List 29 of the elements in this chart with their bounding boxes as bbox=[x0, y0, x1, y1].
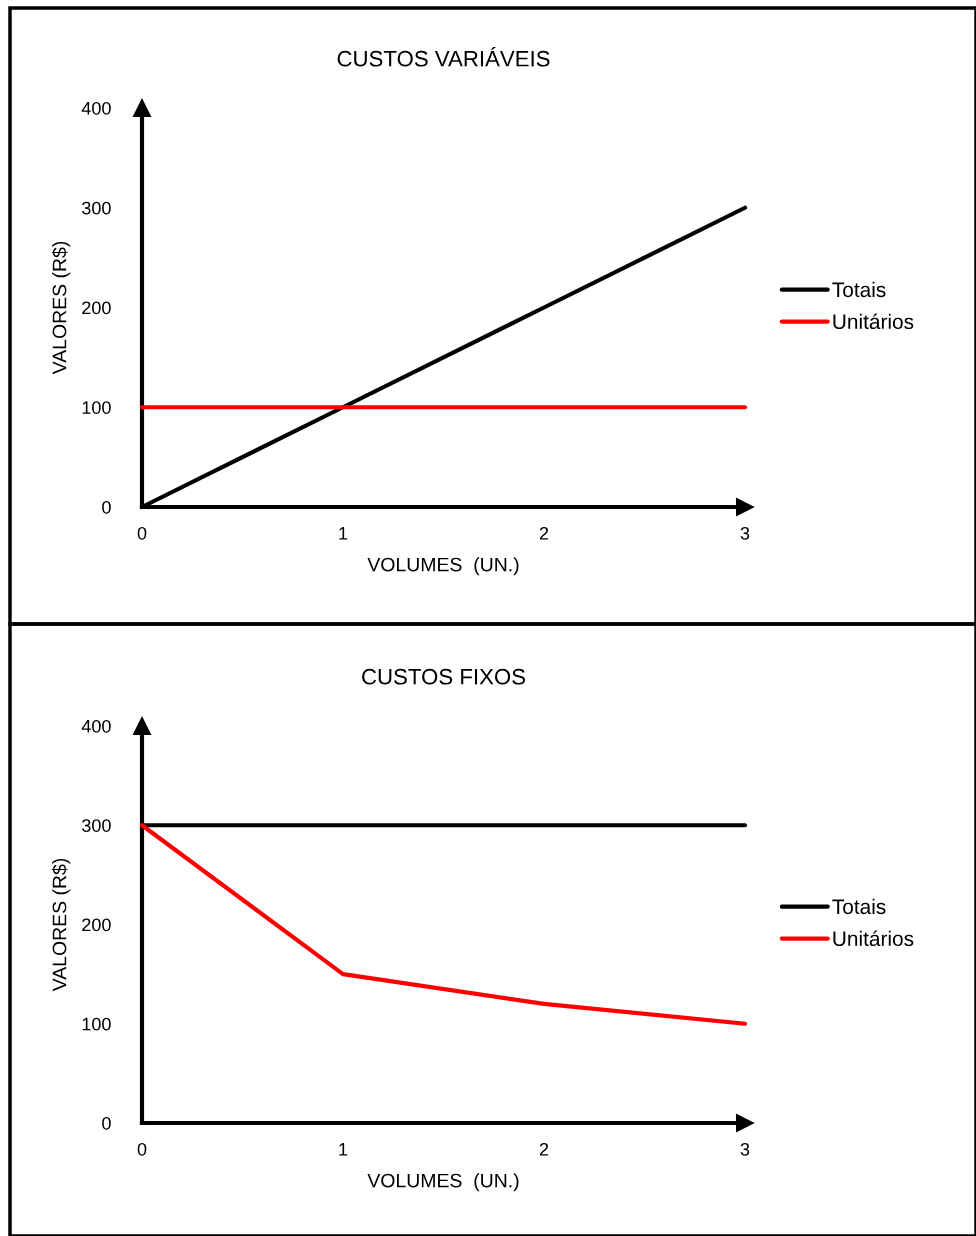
legend-label: Unitários bbox=[833, 313, 914, 330]
legend-label: Totais bbox=[832, 281, 886, 298]
y-tick-label: 0 bbox=[102, 1116, 111, 1130]
y-tick-label: 300 bbox=[82, 201, 111, 215]
x-tick-label: 2 bbox=[539, 526, 549, 540]
chart-title: CUSTOS VARIÁVEIS bbox=[337, 47, 550, 67]
y-tick-label: 100 bbox=[82, 1017, 111, 1031]
chart-title: CUSTOS FIXOS bbox=[362, 668, 526, 685]
legend-label: Totais bbox=[832, 898, 886, 915]
x-tick-label: 0 bbox=[137, 1142, 147, 1156]
legend-label: Unitários bbox=[833, 930, 914, 947]
y-tick-label: 0 bbox=[102, 500, 111, 514]
y-axis-title: VALORES (R$) bbox=[51, 241, 71, 375]
x-tick-label: 3 bbox=[740, 1142, 750, 1156]
x-axis-title: VOLUMES (UN.) bbox=[367, 1173, 519, 1192]
line-series bbox=[139, 823, 748, 1026]
x-tick-label: 1 bbox=[339, 1143, 348, 1156]
x-tick-label: 0 bbox=[137, 526, 147, 540]
y-tick-label: 200 bbox=[82, 301, 111, 315]
y-tick-label: 400 bbox=[81, 719, 111, 733]
x-tick-label: 1 bbox=[339, 527, 348, 540]
y-tick-label: 100 bbox=[82, 401, 111, 414]
x-tick-label: 3 bbox=[740, 526, 750, 540]
x-axis-title: VOLUMES (UN.) bbox=[367, 557, 519, 576]
y-tick-label: 200 bbox=[82, 918, 111, 932]
y-tick-label: 400 bbox=[81, 101, 111, 115]
x-tick-label: 2 bbox=[539, 1142, 549, 1156]
y-axis-title: VALORES (R$) bbox=[51, 858, 71, 992]
y-tick-label: 300 bbox=[82, 819, 111, 832]
